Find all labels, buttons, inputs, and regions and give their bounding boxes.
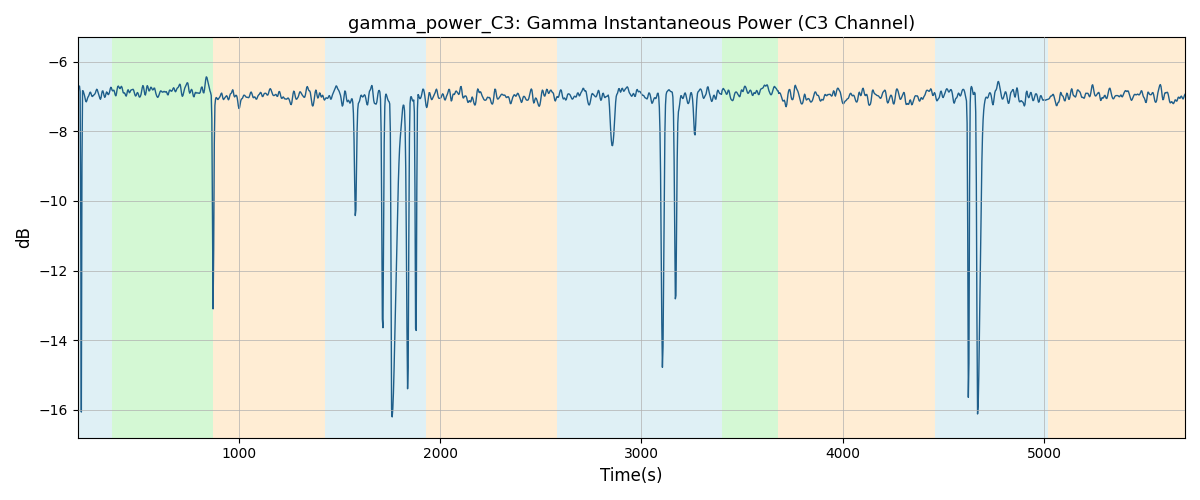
Bar — [112, 38, 212, 438]
Y-axis label: dB: dB — [14, 226, 32, 248]
Bar — [557, 38, 654, 438]
Bar — [426, 38, 557, 438]
Bar — [779, 38, 935, 438]
Bar — [654, 38, 722, 438]
Title: gamma_power_C3: Gamma Instantaneous Power (C3 Channel): gamma_power_C3: Gamma Instantaneous Powe… — [348, 15, 914, 34]
Bar — [935, 38, 1048, 438]
Bar — [212, 38, 325, 438]
Bar — [1048, 38, 1184, 438]
Bar — [722, 38, 779, 438]
X-axis label: Time(s): Time(s) — [600, 467, 662, 485]
Bar — [325, 38, 426, 438]
Bar — [78, 38, 112, 438]
